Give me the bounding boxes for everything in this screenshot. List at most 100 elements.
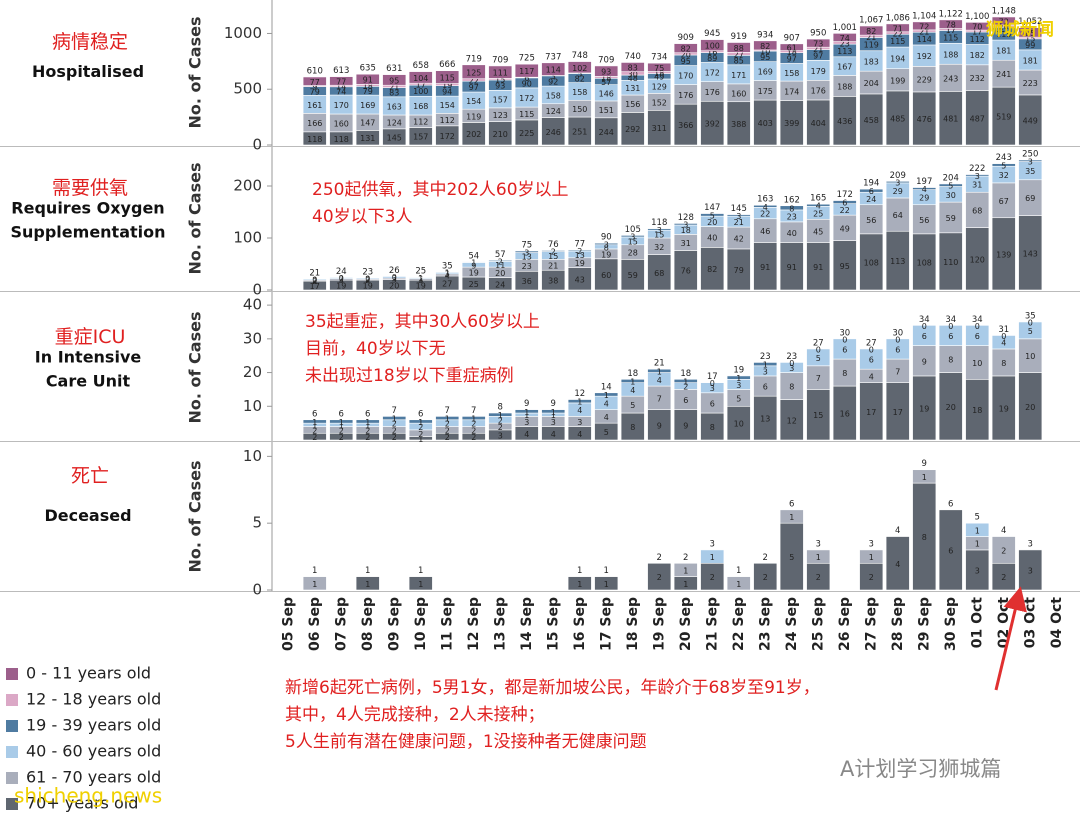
- segment-label: 3: [577, 418, 582, 427]
- segment-label: 3: [895, 179, 900, 188]
- segment-label: 1: [365, 418, 370, 427]
- segment-label: 167: [837, 63, 852, 72]
- total-label: 2: [763, 553, 768, 563]
- segment-label: 3: [1028, 157, 1033, 166]
- segment-label: 23: [522, 262, 532, 271]
- segment-label: 1: [445, 269, 450, 278]
- total-label: 27: [866, 338, 877, 348]
- bar-segment: 0 - 11 years old: [726, 42, 751, 53]
- total-label: 4: [895, 526, 900, 536]
- segment-label: 8: [1001, 359, 1006, 368]
- y-tick-label: 20: [243, 363, 262, 381]
- segment-label: 112: [970, 35, 985, 44]
- total-label: 34: [919, 315, 930, 325]
- total-label: 6: [789, 499, 794, 509]
- segment-label: 112: [413, 118, 428, 127]
- total-label: 12: [574, 389, 585, 399]
- y-tick-label: 200: [233, 177, 262, 195]
- segment-label: 95: [840, 262, 850, 271]
- bar-segment: 0 - 11 years old: [302, 76, 327, 86]
- bar-segment: 0 - 11 years old: [594, 65, 619, 77]
- segment-label: 111: [493, 69, 508, 78]
- segment-label: 20: [1025, 403, 1035, 412]
- segment-label: 25: [813, 209, 823, 218]
- segment-label: 2: [418, 423, 423, 432]
- segment-label: 15: [548, 252, 558, 261]
- segment-label: 4: [577, 406, 582, 415]
- x-tick-label: 21 Sep: [704, 597, 720, 651]
- segment-label: 89: [707, 54, 717, 63]
- total-label: 25: [415, 267, 426, 277]
- segment-label: 18: [654, 69, 664, 78]
- segment-label: 1: [551, 408, 556, 417]
- total-label: 14: [601, 382, 612, 392]
- segment-label: 40: [787, 229, 797, 238]
- y-tick-label: 1000: [224, 24, 262, 42]
- total-label: 75: [521, 241, 532, 251]
- segment-label: 160: [731, 89, 746, 98]
- segment-label: 0: [312, 276, 317, 285]
- arrow: [994, 586, 1027, 691]
- segment-label: 163: [387, 102, 402, 111]
- bar-segment: 19 - 39 years old: [832, 200, 857, 204]
- bar-segment: 70+ years old: [594, 576, 619, 591]
- segment-label: 311: [652, 124, 667, 133]
- segment-label: 2: [471, 433, 476, 442]
- segment-label: 69: [1025, 194, 1035, 203]
- segment-label: 3: [736, 381, 741, 390]
- segment-label: 3: [657, 226, 662, 235]
- segment-label: 2: [471, 420, 476, 429]
- segment-label: 0: [1001, 332, 1006, 341]
- x-tick-label: 13 Sep: [492, 597, 508, 651]
- bar-segment: 61 - 70 years old: [673, 562, 698, 577]
- total-label: 907: [784, 33, 800, 43]
- legend-swatch: [6, 720, 18, 732]
- segment-label: 481: [943, 115, 958, 124]
- segment-label: 12: [787, 416, 797, 425]
- segment-label: 6: [763, 383, 768, 392]
- segment-label: 3: [710, 384, 715, 393]
- total-label: 3: [710, 539, 715, 549]
- segment-label: 120: [970, 255, 985, 264]
- segment-label: 123: [493, 111, 508, 120]
- segment-label: 6: [524, 74, 529, 83]
- segment-label: 9: [922, 357, 927, 366]
- watermark: 狮城新闻: [985, 19, 1054, 40]
- segment-label: 6: [842, 345, 847, 354]
- total-label: 118: [651, 218, 667, 228]
- x-tick-label: 01 Oct: [969, 597, 985, 649]
- segment-label: 42: [734, 235, 744, 244]
- y-tick-label: 10: [243, 447, 262, 465]
- panel-title: 死亡: [71, 465, 109, 487]
- segment-label: 3: [604, 240, 609, 249]
- segment-label: 11: [495, 261, 505, 270]
- segment-label: 2: [1001, 573, 1006, 582]
- segment-label: 246: [546, 128, 561, 137]
- segment-label: 4: [1001, 339, 1006, 348]
- segment-label: 6: [869, 187, 874, 196]
- segment-label: 43: [575, 275, 585, 284]
- bar-segment: 61 - 70 years old: [779, 509, 804, 524]
- bar-segment: 0 - 11 years old: [408, 71, 433, 84]
- bar-segment: 19 - 39 years old: [594, 392, 619, 397]
- segment-label: 24: [866, 195, 876, 204]
- panel-title: 需要供氧: [52, 177, 128, 199]
- segment-label: 485: [890, 114, 905, 123]
- segment-label: 97: [813, 51, 823, 60]
- segment-label: 49: [654, 73, 664, 82]
- segment-label: 4: [763, 203, 768, 212]
- legend-swatch: [6, 668, 18, 680]
- segment-label: 10: [1025, 352, 1035, 361]
- segment-label: 30: [628, 70, 638, 79]
- segment-label: 68: [654, 269, 664, 278]
- bar-segment: 19 - 39 years old: [1018, 159, 1043, 162]
- segment-label: 1: [365, 421, 370, 430]
- total-label: 1: [312, 566, 317, 576]
- bar-segment: 19 - 39 years old: [700, 213, 725, 217]
- total-label: 950: [810, 29, 826, 39]
- bar-segment: 0 - 11 years old: [885, 23, 910, 33]
- total-label: 919: [731, 32, 747, 42]
- segment-label: 143: [1023, 249, 1038, 258]
